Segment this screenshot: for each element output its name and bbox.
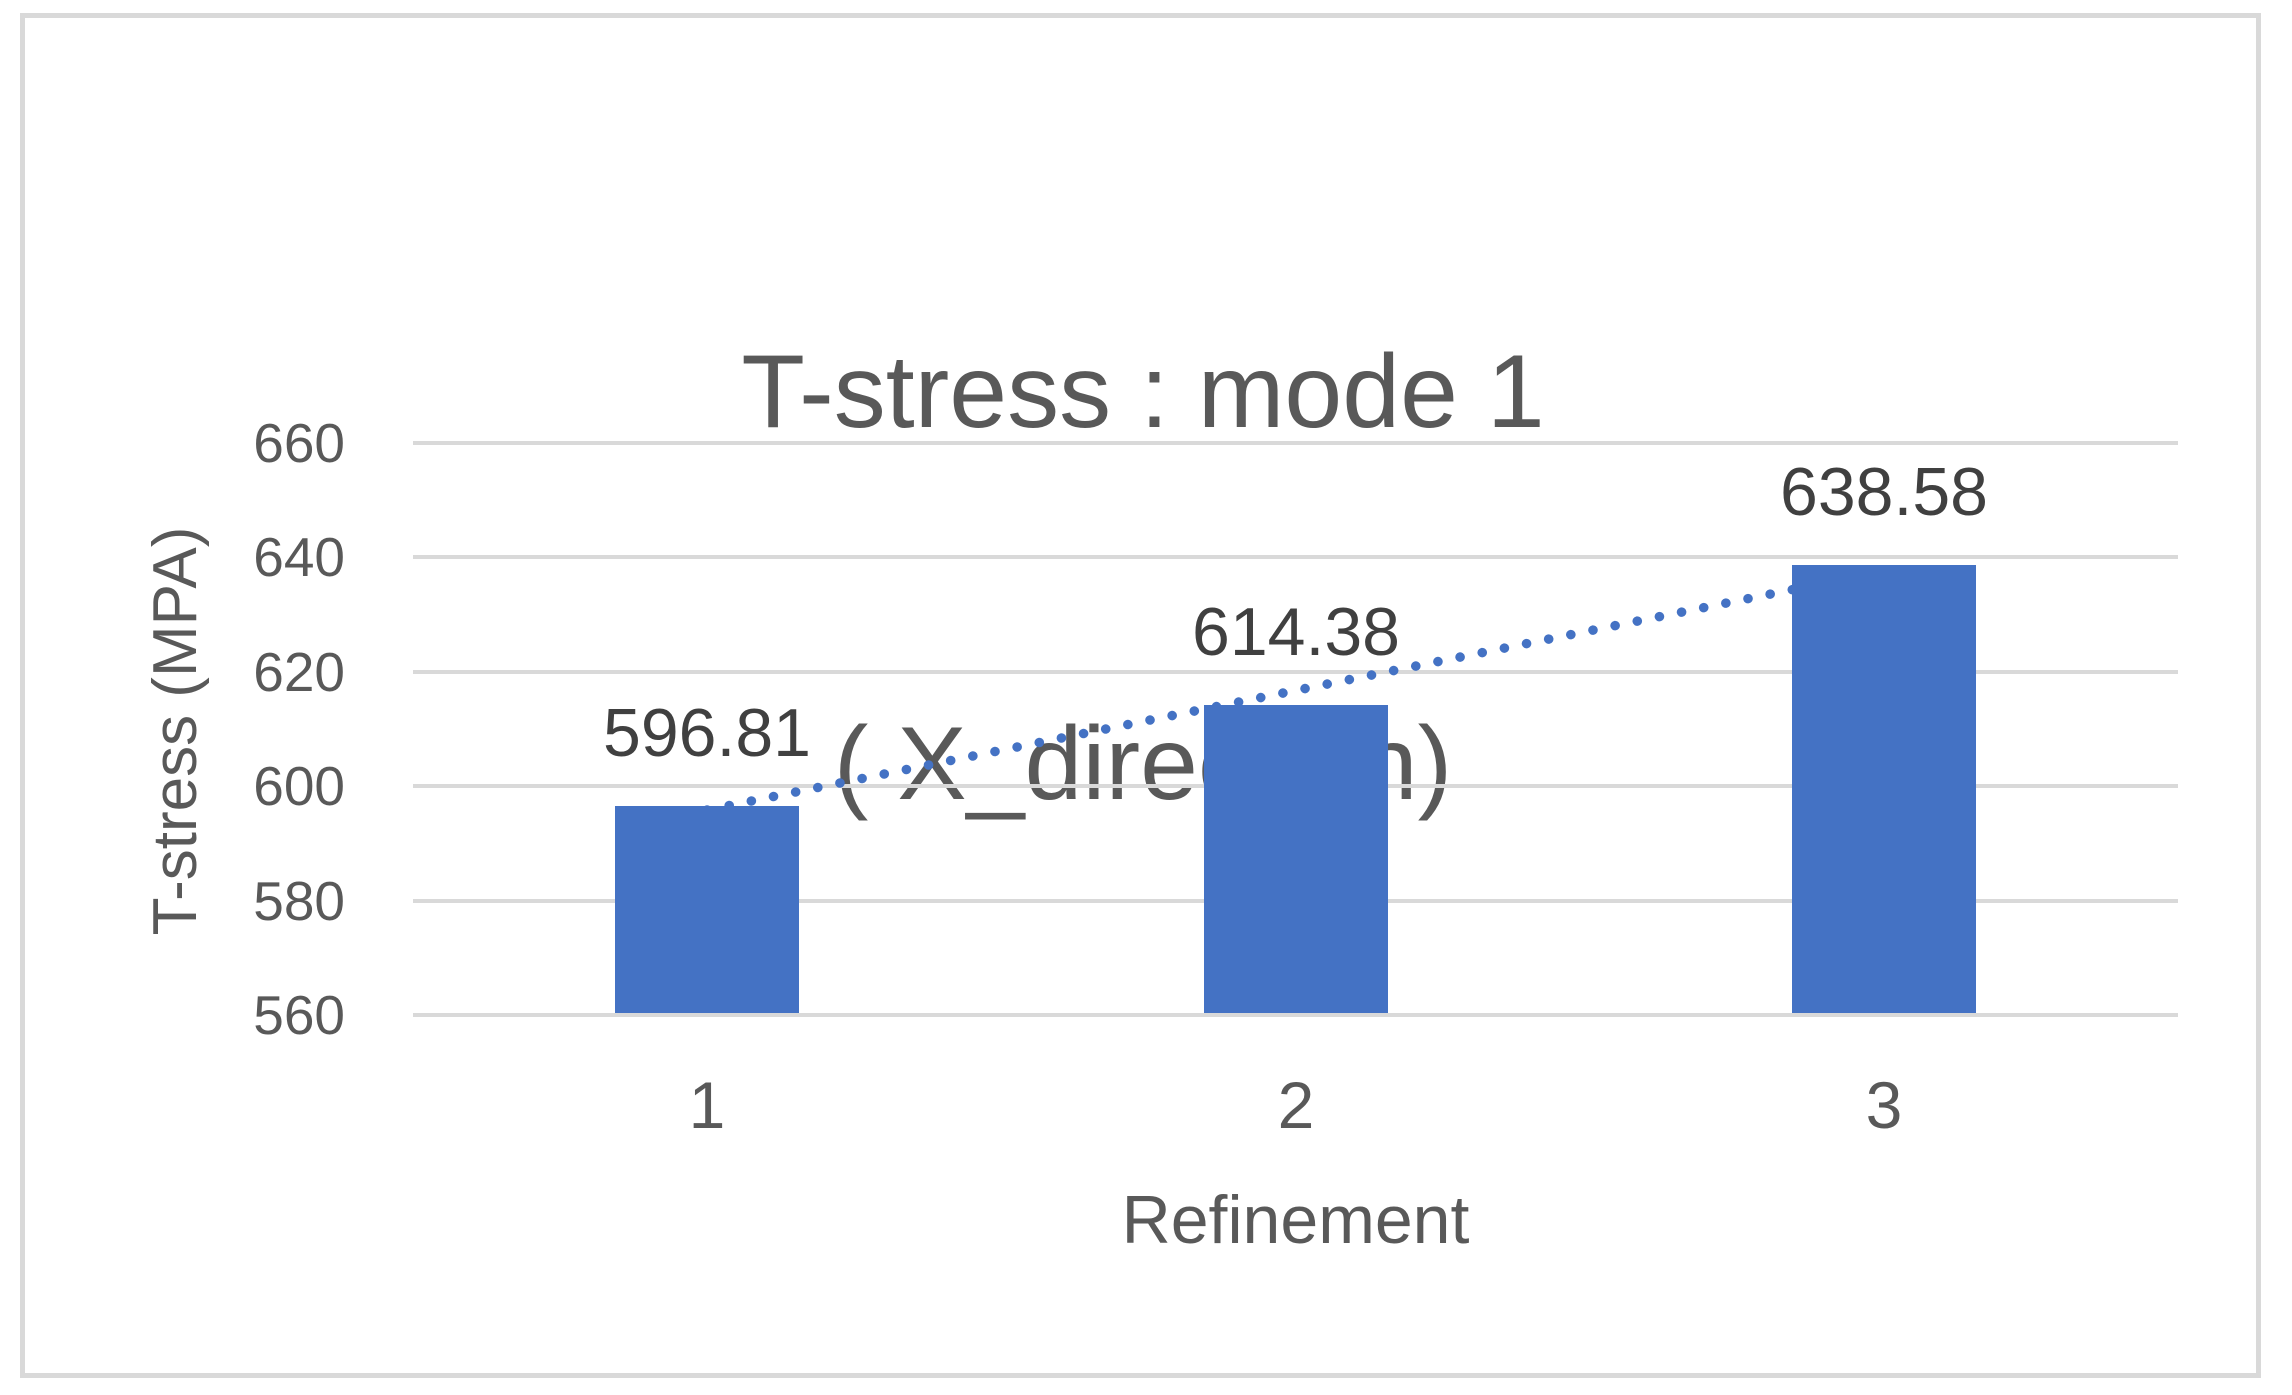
x-tick-3: 3: [1865, 1068, 1903, 1142]
y-tick-580: 580: [253, 870, 345, 932]
y-tick-620: 620: [253, 641, 345, 703]
gridline-660: [413, 441, 2178, 445]
data-label-1: 596.81: [603, 695, 811, 771]
x-axis-title: Refinement: [1121, 1182, 1470, 1258]
gridline-560: [413, 1013, 2178, 1017]
gridline-640: [413, 555, 2178, 559]
x-tick-2: 2: [1277, 1068, 1315, 1142]
data-label-3: 638.58: [1780, 454, 1988, 530]
bar-refinement-3: [1792, 565, 1976, 1013]
y-tick-600: 600: [253, 755, 345, 817]
bar-refinement-1: [615, 806, 799, 1013]
y-tick-640: 640: [253, 526, 345, 588]
chart-title-line1: T-stress : mode 1: [741, 334, 1545, 450]
y-tick-660: 660: [253, 412, 345, 474]
y-axis-title: T-stress (MPA): [141, 526, 210, 936]
data-label-2: 614.38: [1192, 594, 1400, 670]
y-tick-560: 560: [253, 984, 345, 1046]
x-tick-1: 1: [688, 1068, 726, 1142]
bar-refinement-2: [1204, 705, 1388, 1013]
